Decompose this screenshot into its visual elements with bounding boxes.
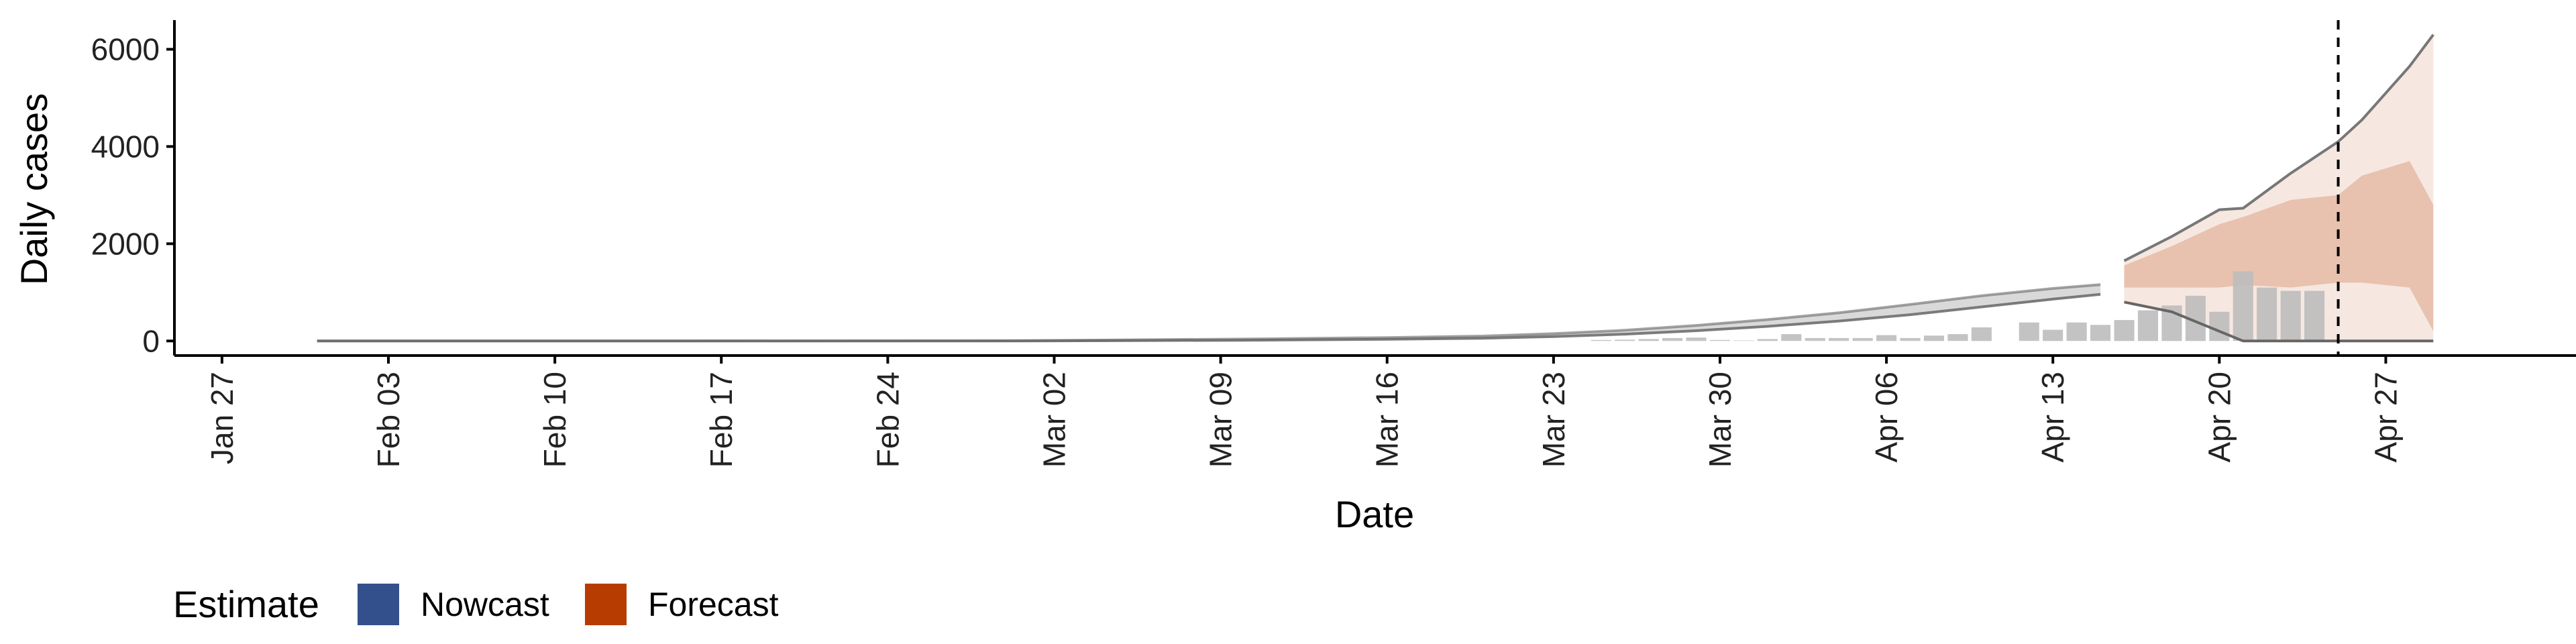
observed-bar — [1829, 337, 1849, 341]
observed-bar — [1900, 337, 1921, 341]
x-tick-label: Mar 02 — [1037, 372, 1072, 468]
x-axis-ticks: Jan 27 Feb 03 Feb 10 Feb 17 Feb 24 Mar 02 Mar … — [205, 356, 2403, 468]
legend-swatch-nowcast — [358, 584, 399, 625]
x-tick-label: Apr 20 — [2202, 372, 2237, 463]
legend-label-forecast: Forecast — [648, 586, 779, 623]
x-axis-title: Date — [1335, 493, 1414, 535]
observed-bar — [1781, 334, 1802, 341]
x-tick-label: Mar 09 — [1203, 372, 1238, 468]
observed-bar — [1757, 339, 1778, 341]
x-tick-label: Feb 03 — [371, 372, 406, 468]
observed-bar — [1686, 337, 1707, 341]
y-tick-label: 4000 — [91, 129, 160, 164]
x-tick-label: Mar 16 — [1370, 372, 1405, 468]
observed-bar — [1947, 334, 1968, 341]
x-tick-label: Feb 24 — [870, 372, 905, 468]
y-tick-label: 2000 — [91, 226, 160, 261]
observed-bar — [2137, 310, 2158, 341]
x-tick-label: Apr 13 — [2035, 372, 2070, 463]
observed-bar — [1852, 337, 1873, 341]
estimate-lines — [317, 34, 2434, 343]
legend-label-nowcast: Nowcast — [421, 586, 549, 623]
x-tick-label: Apr 27 — [2368, 372, 2403, 463]
x-tick-label: Mar 30 — [1703, 372, 1737, 468]
observed-bar — [1923, 335, 1944, 341]
y-axis-ticks: 0 2000 4000 6000 — [91, 32, 174, 358]
estimate-upper-line — [317, 283, 2101, 343]
x-tick-label: Apr 06 — [1869, 372, 1904, 463]
observed-bar — [2304, 290, 2325, 341]
forecast-layer — [2124, 34, 2434, 341]
y-tick-label: 0 — [142, 323, 160, 358]
observed-bar — [2209, 311, 2230, 341]
forecast-lower-line — [2124, 301, 2434, 343]
axes — [173, 20, 2576, 357]
y-tick-label: 6000 — [91, 32, 160, 66]
observed-bar — [2066, 322, 2087, 341]
observed-bar — [1638, 339, 1659, 341]
legend: Estimate Nowcast Forecast — [173, 583, 779, 625]
observed-bar — [2043, 329, 2063, 341]
observed-bar — [2257, 287, 2277, 341]
y-axis-title: Daily cases — [13, 93, 55, 285]
observed-bar — [1971, 327, 1992, 341]
forecast-inner-band — [2124, 161, 2434, 331]
observed-bar — [2114, 320, 2135, 341]
observed-bar — [1876, 335, 1897, 341]
forecast-outer-band — [2124, 34, 2434, 341]
x-tick-label: Jan 27 — [205, 372, 239, 464]
x-tick-label: Feb 10 — [537, 372, 572, 468]
forecast-upper-line — [2123, 34, 2434, 262]
observed-bar — [1662, 337, 1683, 341]
x-tick-label: Feb 17 — [704, 372, 739, 468]
legend-title: Estimate — [173, 583, 319, 625]
x-tick-label: Mar 23 — [1536, 372, 1571, 468]
observed-cases-bars — [1591, 271, 2325, 341]
observed-bar — [2090, 325, 2111, 341]
observed-bar — [2280, 290, 2301, 341]
legend-swatch-forecast — [585, 584, 627, 625]
observed-bar — [2019, 322, 2039, 341]
observed-bar — [1591, 339, 1611, 341]
observed-bar — [2233, 271, 2253, 341]
observed-bar — [1615, 339, 1635, 341]
observed-bar — [1709, 339, 1730, 341]
observed-bar — [1805, 337, 1825, 341]
